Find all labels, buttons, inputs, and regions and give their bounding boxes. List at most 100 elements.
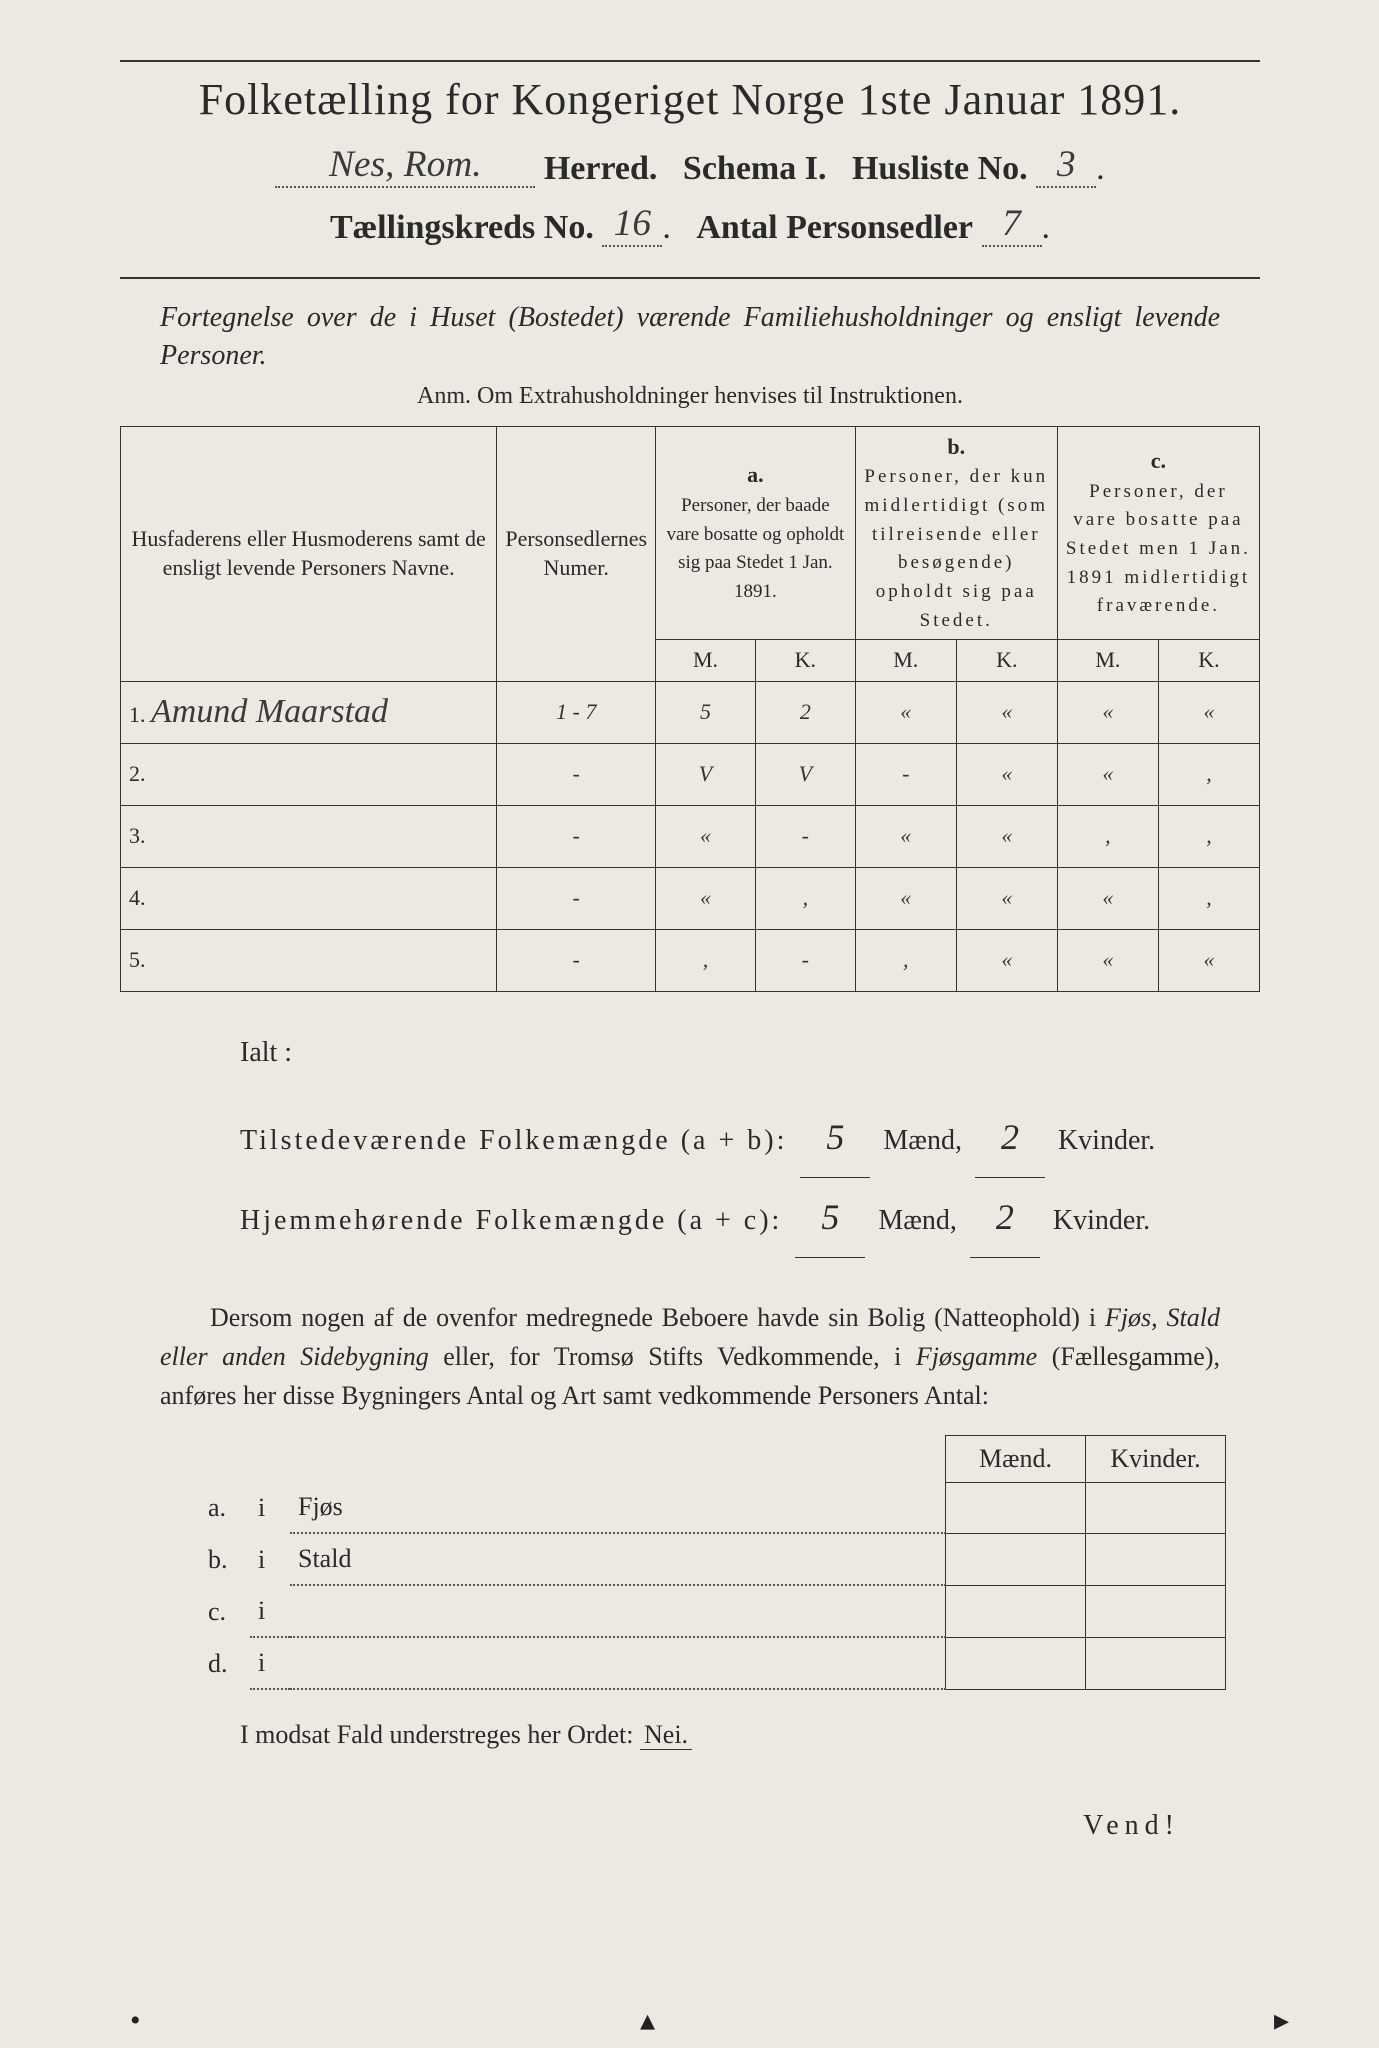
cell: « bbox=[1057, 929, 1158, 991]
schema-label: Schema I. bbox=[683, 150, 827, 187]
cell: , bbox=[1158, 805, 1259, 867]
row-num: 4. bbox=[121, 867, 497, 929]
totals-block: Ialt : Tilstedeværende Folkemængde (a + … bbox=[240, 1022, 1200, 1258]
table-row: 4. - « , « « « , bbox=[121, 867, 1260, 929]
cell: « bbox=[1057, 743, 1158, 805]
cell: - bbox=[855, 743, 956, 805]
ab-maend: 5 bbox=[800, 1098, 870, 1178]
table-row: 5. - , - , « « « bbox=[121, 929, 1260, 991]
th-num: Personsedlernes Numer. bbox=[497, 426, 656, 681]
table-body: 1. Amund Maarstad 1 - 7 5 2 « « « « 2. -… bbox=[121, 681, 1260, 991]
cell: , bbox=[1158, 743, 1259, 805]
antal-label: Antal Personsedler bbox=[696, 209, 973, 246]
sub-head-m: Mænd. bbox=[946, 1435, 1086, 1482]
cell: « bbox=[1057, 867, 1158, 929]
ac-kvinder: 2 bbox=[970, 1178, 1040, 1258]
sub-cell bbox=[946, 1533, 1086, 1585]
sub-head-k: Kvinder. bbox=[1086, 1435, 1226, 1482]
subtitle: Fortegnelse over de i Huset (Bostedet) v… bbox=[160, 299, 1220, 375]
row-num: 1. bbox=[129, 702, 146, 727]
cell: , bbox=[1158, 867, 1259, 929]
cell: V bbox=[755, 743, 855, 805]
husliste-label: Husliste No. bbox=[852, 150, 1028, 187]
sub-cell bbox=[1086, 1637, 1226, 1689]
sub-row: b. i Stald bbox=[200, 1533, 1226, 1585]
cell: « bbox=[956, 743, 1057, 805]
herred-value: Nes, Rom. bbox=[275, 143, 535, 188]
census-form-page: Folketælling for Kongeriget Norge 1ste J… bbox=[60, 20, 1320, 1882]
cell: 2 bbox=[755, 681, 855, 743]
nei-line: I modsat Fald understreges her Ordet: Ne… bbox=[240, 1720, 1220, 1750]
sub-row: a. i Fjøs bbox=[200, 1482, 1226, 1533]
table-row: 3. - « - « « , , bbox=[121, 805, 1260, 867]
title-block: Folketælling for Kongeriget Norge 1ste J… bbox=[120, 60, 1260, 279]
vend-label: Vend! bbox=[120, 1810, 1180, 1842]
main-table: Husfaderens eller Husmoderens samt de en… bbox=[120, 426, 1260, 992]
line2: Nes, Rom. Herred. Schema I. Husliste No.… bbox=[120, 143, 1260, 188]
th-name: Husfaderens eller Husmoderens samt de en… bbox=[121, 426, 497, 681]
sub-cell bbox=[1086, 1585, 1226, 1637]
th-b-k: K. bbox=[956, 640, 1057, 682]
th-c-k: K. bbox=[1158, 640, 1259, 682]
cell: , bbox=[855, 929, 956, 991]
instruction-paragraph: Dersom nogen af de ovenfor medregnede Be… bbox=[160, 1298, 1220, 1415]
cell: « bbox=[1158, 681, 1259, 743]
herred-label: Herred. bbox=[544, 150, 658, 187]
cell: « bbox=[956, 929, 1057, 991]
cell: « bbox=[1057, 681, 1158, 743]
line3: Tællingskreds No. 16. Antal Personsedler… bbox=[120, 202, 1260, 247]
th-b-top: b.Personer, der kun midlertidigt (som ti… bbox=[855, 426, 1057, 640]
kreds-value: 16 bbox=[602, 202, 662, 247]
tear-mark: ▴ bbox=[640, 2003, 655, 2038]
cell: « bbox=[855, 681, 956, 743]
cell: , bbox=[656, 929, 756, 991]
cell: , bbox=[1057, 805, 1158, 867]
cell: « bbox=[656, 805, 756, 867]
cell: « bbox=[956, 681, 1057, 743]
table-row: 1. Amund Maarstad 1 - 7 5 2 « « « « bbox=[121, 681, 1260, 743]
th-a-top: a.Personer, der baade vare bosatte og op… bbox=[656, 426, 856, 640]
cell: - bbox=[497, 929, 656, 991]
cell: V bbox=[656, 743, 756, 805]
totals-line2: Hjemmehørende Folkemængde (a + c): 5 Mæn… bbox=[240, 1178, 1200, 1258]
cell: - bbox=[755, 929, 855, 991]
cell: - bbox=[497, 805, 656, 867]
row-num: 5. bbox=[121, 929, 497, 991]
kreds-label: Tællingskreds No. bbox=[330, 209, 594, 246]
row-num: 2. bbox=[121, 743, 497, 805]
cell: 5 bbox=[656, 681, 756, 743]
sub-table: Mænd. Kvinder. a. i Fjøs b. i Stald c. i… bbox=[200, 1435, 1226, 1691]
corner-mark: ▸ bbox=[1274, 2003, 1289, 2038]
cell: « bbox=[1158, 929, 1259, 991]
cell: « bbox=[956, 867, 1057, 929]
corner-mark: • bbox=[130, 2004, 141, 2038]
anm-note: Anm. Om Extrahusholdninger henvises til … bbox=[120, 383, 1260, 410]
cell: « bbox=[956, 805, 1057, 867]
cell: « bbox=[656, 867, 756, 929]
th-c-top: c.Personer, der vare bosatte paa Stedet … bbox=[1057, 426, 1259, 640]
sub-cell bbox=[1086, 1533, 1226, 1585]
antal-value: 7 bbox=[982, 202, 1042, 247]
th-b-m: M. bbox=[855, 640, 956, 682]
sub-row: c. i bbox=[200, 1585, 1226, 1637]
totals-line1: Tilstedeværende Folkemængde (a + b): 5 M… bbox=[240, 1098, 1200, 1178]
sub-cell bbox=[1086, 1482, 1226, 1533]
cell: « bbox=[855, 805, 956, 867]
sub-cell bbox=[946, 1482, 1086, 1533]
table-row: 2. - V V - « « , bbox=[121, 743, 1260, 805]
ac-maend: 5 bbox=[795, 1178, 865, 1258]
sub-cell bbox=[946, 1637, 1086, 1689]
cell: - bbox=[497, 743, 656, 805]
husliste-value: 3 bbox=[1036, 143, 1096, 188]
ialt-label: Ialt : bbox=[240, 1022, 1200, 1084]
ab-kvinder: 2 bbox=[975, 1098, 1045, 1178]
th-c-m: M. bbox=[1057, 640, 1158, 682]
th-a-k: K. bbox=[755, 640, 855, 682]
cell: - bbox=[497, 867, 656, 929]
sub-row: d. i bbox=[200, 1637, 1226, 1689]
main-title: Folketælling for Kongeriget Norge 1ste J… bbox=[120, 74, 1260, 125]
th-a-m: M. bbox=[656, 640, 756, 682]
cell-num: 1 - 7 bbox=[497, 681, 656, 743]
row-num: 3. bbox=[121, 805, 497, 867]
sub-cell bbox=[946, 1585, 1086, 1637]
